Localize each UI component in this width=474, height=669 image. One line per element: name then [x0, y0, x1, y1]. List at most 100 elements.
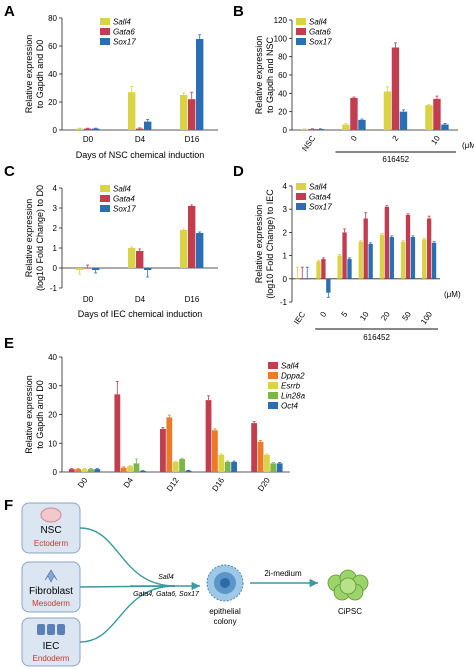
- source-iec: IEC Endoderm: [21, 617, 81, 667]
- bar: [196, 233, 204, 268]
- y-axis-label: to Gapdh and D0: [35, 40, 45, 109]
- unit-label: (μM): [444, 290, 461, 299]
- y-tick-label: 60: [278, 71, 287, 80]
- cipsc-label: CiPSC: [338, 607, 362, 616]
- bar: [300, 129, 309, 130]
- source-title: Fibroblast: [29, 586, 73, 597]
- arrow2-label: 2i-medium: [264, 569, 302, 578]
- y-axis-label: Relative expression: [254, 36, 264, 115]
- y-tick-label: 2: [283, 228, 288, 237]
- y-tick-label: 3: [283, 205, 288, 214]
- x-tick-label: 5: [340, 310, 350, 319]
- y-tick-label: 20: [48, 98, 57, 107]
- panel-label-e: E: [4, 335, 14, 352]
- bar: [94, 469, 101, 472]
- bar: [205, 400, 212, 472]
- x-tick-label: 10: [358, 310, 371, 323]
- bar: [405, 215, 411, 279]
- bar: [179, 459, 185, 472]
- diagram-f: NSC Ectoderm Fibroblast Mesoderm IEC End…: [21, 502, 369, 667]
- y-tick-label: 4: [283, 182, 288, 191]
- cipsc-colony-icon: [327, 569, 369, 601]
- bar: [326, 278, 331, 293]
- legend-label: Gata6: [309, 28, 331, 37]
- source-title: IEC: [43, 641, 60, 652]
- bar: [120, 467, 127, 472]
- x-tick-label: 10: [429, 134, 442, 147]
- bar: [136, 128, 144, 130]
- y-axis-label: Relative expression: [254, 205, 264, 284]
- unit-label: (μM): [462, 141, 474, 150]
- bar: [425, 105, 433, 130]
- y-tick-label: 30: [48, 382, 57, 391]
- legend-swatch: [268, 362, 278, 369]
- y-axis-label: to Gapdh and D0: [35, 380, 45, 449]
- bar: [76, 128, 84, 130]
- fibroblast-icon: [44, 569, 58, 583]
- legend-label: Lin28a: [281, 392, 306, 401]
- bar: [114, 394, 121, 472]
- arrow-top-label: Sall4: [158, 574, 174, 581]
- y-tick-label: 1: [53, 244, 58, 253]
- y-tick-label: 0: [283, 275, 288, 284]
- bar: [342, 124, 350, 130]
- bar: [316, 261, 321, 279]
- panel-label-b: B: [233, 3, 244, 20]
- x-tick-label: D16: [185, 295, 200, 304]
- y-tick-label: 20: [278, 108, 287, 117]
- x-tick-label: D4: [135, 135, 146, 144]
- legend-swatch: [268, 402, 278, 409]
- group-label: 616452: [363, 333, 390, 342]
- bar: [358, 119, 366, 130]
- chart-a: 0 20 40 60 80 Relative expression to Gapdh and…: [24, 14, 218, 160]
- x-tick-label: D0: [83, 135, 94, 144]
- legend-swatch: [100, 28, 110, 35]
- bar: [128, 92, 136, 130]
- bar: [75, 469, 82, 472]
- y-tick-label: 80: [278, 53, 287, 62]
- y-tick-label: 40: [278, 89, 287, 98]
- legend-label: Sall4: [309, 183, 327, 192]
- legend-label: Dppa2: [281, 372, 305, 381]
- chart-d: -1 0 1 2 3 4 Relative expression (log10 Fold Ch…: [254, 182, 461, 342]
- bar: [231, 461, 237, 472]
- bar: [136, 251, 144, 268]
- bar: [224, 461, 231, 472]
- bar: [441, 124, 449, 130]
- bar: [426, 218, 432, 279]
- y-tick-label: 20: [48, 411, 57, 420]
- bar: [433, 98, 441, 130]
- bar: [337, 255, 342, 279]
- y-tick-label: 120: [274, 16, 288, 25]
- legend-label: Gata6: [113, 28, 135, 37]
- x-tick-label: IEC: [292, 310, 307, 326]
- bar: [363, 218, 368, 279]
- y-tick-label: 2: [53, 224, 58, 233]
- y-tick-label: 100: [274, 34, 288, 43]
- legend-label: Sall4: [309, 18, 327, 27]
- x-tick-label: 20: [379, 310, 392, 323]
- chart-e: 0 10 20 30 40 Relative expression to Gapdh and…: [24, 353, 306, 493]
- y-tick-label: -1: [50, 284, 58, 293]
- x-tick-label: D20: [256, 476, 272, 494]
- bar: [127, 466, 133, 472]
- epithelium-icon: [37, 624, 65, 635]
- x-tick-label: 100: [419, 310, 434, 327]
- legend-label: Sox17: [113, 38, 136, 47]
- x-tick-label: 2: [390, 134, 400, 143]
- bar: [379, 234, 385, 279]
- neuron-icon: [40, 507, 62, 523]
- legend-swatch: [296, 203, 306, 210]
- x-tick-label: 0: [318, 310, 328, 319]
- bar: [84, 128, 92, 130]
- chart-c: -1 0 1 2 3 4 Relative expression (log10 Fold Ch…: [24, 184, 218, 319]
- legend-label: Sall4: [281, 362, 299, 371]
- panel-label-d: D: [233, 163, 244, 180]
- colony-label-line2: colony: [213, 617, 236, 626]
- group-label: 616452: [382, 155, 409, 164]
- bar: [321, 259, 326, 279]
- legend-swatch: [296, 183, 306, 190]
- x-tick-label: 0: [349, 134, 359, 143]
